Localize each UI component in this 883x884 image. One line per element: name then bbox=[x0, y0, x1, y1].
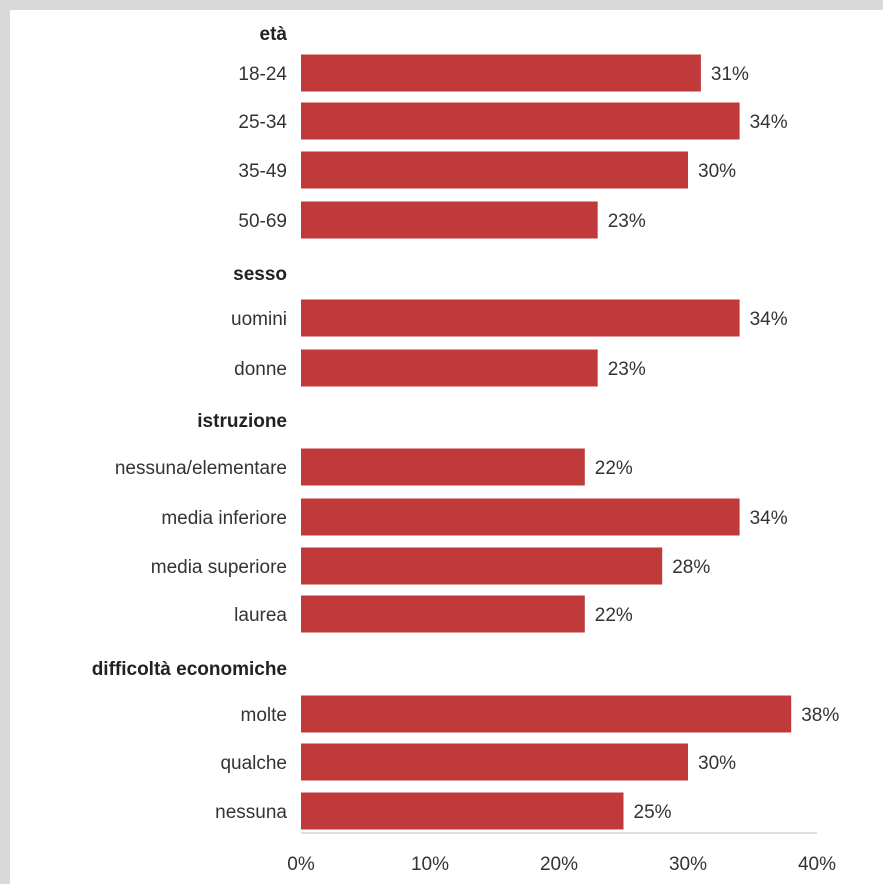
value-label: 30% bbox=[698, 161, 736, 182]
bar bbox=[301, 201, 598, 239]
value-label: 22% bbox=[595, 605, 633, 626]
value-label: 22% bbox=[595, 458, 633, 479]
category-label: nessuna bbox=[215, 802, 287, 823]
category-label: 25-34 bbox=[238, 112, 287, 133]
category-label: 50-69 bbox=[238, 211, 287, 232]
value-label: 34% bbox=[750, 508, 788, 529]
bar bbox=[301, 102, 740, 140]
value-label: 25% bbox=[634, 802, 672, 823]
bar bbox=[301, 547, 663, 585]
category-label: uomini bbox=[231, 309, 287, 330]
group-label: sesso bbox=[233, 264, 287, 285]
bar bbox=[301, 695, 792, 733]
value-label: 30% bbox=[698, 753, 736, 774]
category-label: qualche bbox=[220, 753, 287, 774]
bar bbox=[301, 299, 740, 337]
bar bbox=[301, 448, 585, 486]
value-label: 23% bbox=[608, 359, 646, 380]
value-label: 34% bbox=[750, 309, 788, 330]
x-tick-label: 10% bbox=[411, 854, 449, 875]
category-label: molte bbox=[241, 705, 287, 726]
category-label: donne bbox=[234, 359, 287, 380]
x-tick-label: 30% bbox=[669, 854, 707, 875]
value-label: 28% bbox=[672, 557, 710, 578]
value-label: 34% bbox=[750, 112, 788, 133]
category-label: 18-24 bbox=[238, 64, 287, 85]
bar bbox=[301, 349, 598, 387]
x-tick-label: 20% bbox=[540, 854, 578, 875]
bar bbox=[301, 54, 701, 92]
bar bbox=[301, 498, 740, 536]
x-tick-label: 40% bbox=[798, 854, 836, 875]
bar bbox=[301, 151, 688, 189]
x-tick-label: 0% bbox=[287, 854, 315, 875]
category-label: media superiore bbox=[151, 557, 287, 578]
category-label: nessuna/elementare bbox=[115, 458, 287, 479]
value-label: 31% bbox=[711, 64, 749, 85]
value-label: 38% bbox=[801, 705, 839, 726]
category-label: 35-49 bbox=[238, 161, 287, 182]
category-label: laurea bbox=[234, 605, 287, 626]
group-label: difficoltà economiche bbox=[92, 659, 287, 680]
value-label: 23% bbox=[608, 211, 646, 232]
bar bbox=[301, 595, 585, 633]
category-label: media inferiore bbox=[161, 508, 287, 529]
bar bbox=[301, 792, 624, 830]
bar bbox=[301, 743, 688, 781]
group-label: età bbox=[260, 24, 288, 45]
group-label: istruzione bbox=[197, 411, 287, 432]
